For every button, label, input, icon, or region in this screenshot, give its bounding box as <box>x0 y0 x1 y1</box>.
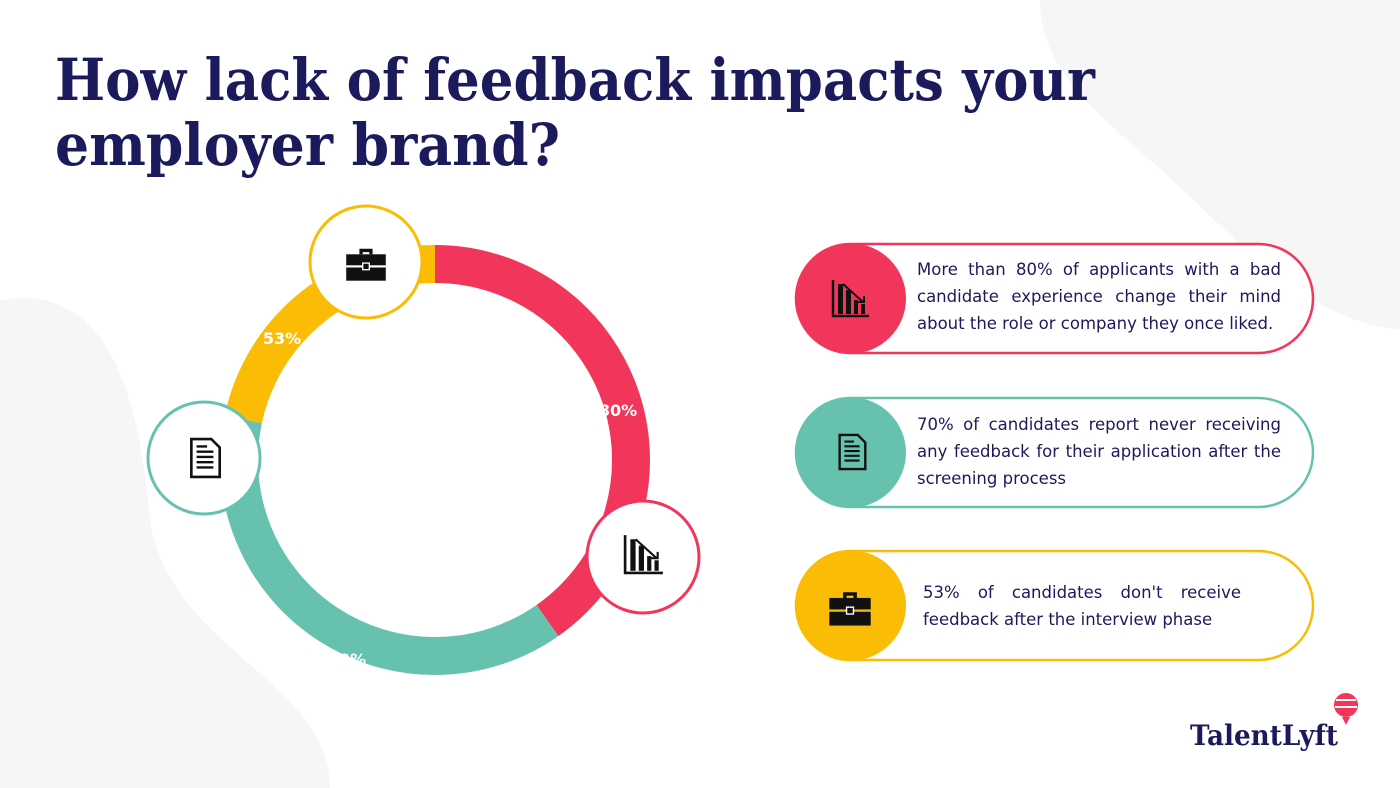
icon-badge <box>146 400 262 516</box>
logo-balloon <box>1334 693 1358 725</box>
icon-badge <box>308 204 424 320</box>
ring-segment <box>220 415 559 675</box>
title-line: How lack of feedback impacts your <box>55 46 1096 114</box>
bg-blob <box>0 298 330 788</box>
ring-label: 80% <box>599 401 637 420</box>
card <box>794 396 1315 509</box>
card-text: 70% of candidates report never receiving… <box>917 415 1281 488</box>
card <box>794 242 1315 355</box>
card-text: 53% of candidates don't receive feedback… <box>923 583 1241 629</box>
ring <box>220 245 650 675</box>
ring-label: 53% <box>263 329 301 348</box>
bg-blob <box>1040 0 1400 330</box>
card-text: More than 80% of applicants with a bad c… <box>917 260 1281 333</box>
card <box>794 549 1315 662</box>
icon-badge <box>585 499 701 615</box>
ring-label: 70% <box>328 650 366 669</box>
logo: TalentLyft <box>1190 719 1338 752</box>
title-line: employer brand? <box>55 111 560 179</box>
